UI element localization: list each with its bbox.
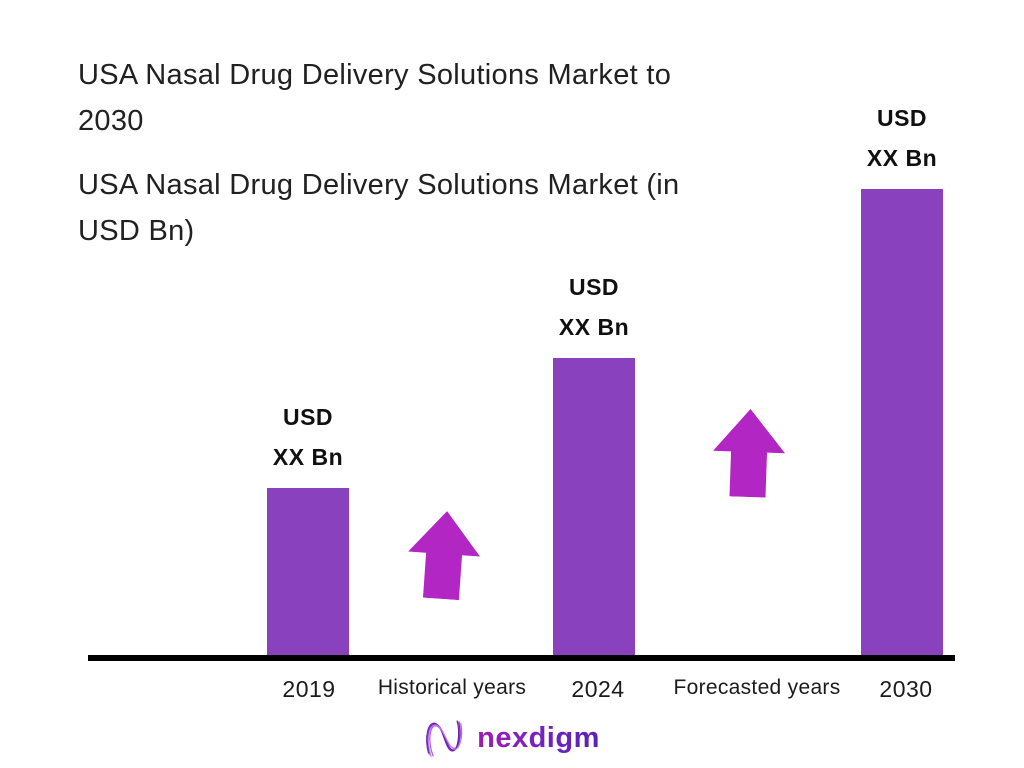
- bar-chart: USD XX Bn USD XX Bn USD XX Bn: [88, 105, 955, 661]
- bar-value-label-currency: USD: [282, 404, 334, 430]
- chart-subtitle: USA Nasal Drug Delivery Solutions Market…: [78, 162, 679, 254]
- bar-value-label: USD XX Bn: [559, 267, 629, 358]
- bar-2030: [861, 189, 943, 660]
- x-tick-2019: 2019: [282, 676, 336, 702]
- x-label-forecasted-years: Forecasted years: [673, 676, 841, 699]
- chart-subtitle-line1: USA Nasal Drug Delivery Solutions Market…: [78, 169, 680, 201]
- bar-value-label-currency: USD: [568, 274, 620, 300]
- page-title-line2: 2030: [78, 105, 144, 137]
- nexdigm-logo-icon: [426, 720, 463, 758]
- x-label-historical-years: Historical years: [377, 676, 527, 699]
- bar-2024: [553, 358, 635, 660]
- bar-value-label-amount: XX Bn: [272, 444, 344, 470]
- bar-2019: [267, 488, 349, 660]
- chart-subtitle-line2: USD Bn): [78, 215, 195, 247]
- arrow-up-shape: [408, 511, 480, 601]
- bar-group-2019: USD XX Bn: [267, 404, 349, 660]
- bar-group-2030: USD XX Bn: [861, 105, 943, 660]
- x-tick-2024: 2024: [571, 676, 625, 702]
- x-tick-2030: 2030: [879, 676, 933, 702]
- page-title: USA Nasal Drug Delivery Solutions Market…: [78, 52, 679, 144]
- growth-arrow-up-icon: [408, 511, 480, 601]
- brand-footer: nexdigm: [0, 712, 1024, 764]
- bar-value-label-amount: XX Bn: [866, 145, 938, 171]
- bar-value-label: USD XX Bn: [867, 98, 937, 189]
- bar-value-label-amount: XX Bn: [558, 314, 630, 340]
- growth-arrow-up-icon: [713, 409, 786, 498]
- chart-headers: USA Nasal Drug Delivery Solutions Market…: [78, 52, 679, 254]
- bar-value-label: USD XX Bn: [273, 397, 343, 488]
- bar-value-label-currency: USD: [876, 105, 928, 131]
- nexdigm-logo-text: nexdigm: [477, 721, 600, 754]
- arrow-up-shape: [713, 409, 786, 498]
- x-axis-line: [88, 655, 955, 661]
- bar-group-2024: USD XX Bn: [553, 274, 635, 660]
- page-title-line1: USA Nasal Drug Delivery Solutions Market…: [78, 59, 672, 91]
